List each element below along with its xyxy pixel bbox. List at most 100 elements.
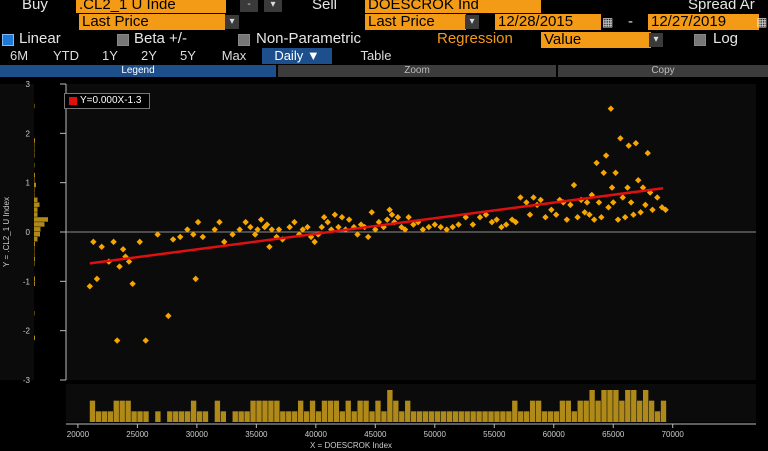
x-histogram-bar: [238, 411, 244, 422]
scatter-point: [190, 231, 197, 238]
scatter-point: [508, 216, 516, 223]
scatter-point: [86, 283, 93, 290]
scatter-point: [654, 194, 661, 201]
x-histogram-bar: [101, 411, 108, 422]
scatter-point: [607, 105, 615, 112]
scatter-point: [304, 223, 311, 231]
x-histogram-bar: [274, 400, 280, 422]
scatter-point: [275, 226, 283, 233]
sell-security-field[interactable]: DOESCROK Ind: [365, 0, 541, 13]
tab-table[interactable]: Table: [360, 48, 392, 63]
zoom-button[interactable]: Zoom: [278, 65, 556, 77]
scatter-point: [199, 233, 207, 241]
y-tick-label: 3: [26, 80, 31, 89]
sell-field-dropdown-icon[interactable]: ▾: [465, 15, 479, 29]
scatter-point: [372, 226, 379, 233]
y-tick-label: 2: [26, 129, 31, 138]
scatter-point: [482, 211, 490, 218]
sell-field-select[interactable]: Last Price: [365, 14, 466, 30]
tab-max[interactable]: Max: [221, 48, 247, 63]
buy-label: Buy: [22, 0, 48, 13]
y-histogram-bar: [34, 222, 45, 227]
x-histogram-bar: [190, 400, 197, 422]
nonparametric-checkbox[interactable]: [238, 34, 250, 46]
buy-security-field[interactable]: .CL2_1 U Inde: [76, 0, 226, 13]
x-histogram-bar: [535, 400, 542, 422]
scatter-point: [165, 312, 172, 320]
scatter-point: [502, 221, 510, 228]
scatter-point: [125, 258, 133, 265]
x-axis-label: X = DOESCROK Index: [310, 441, 392, 450]
x-tick-label: 55000: [483, 430, 506, 439]
x-histogram-bar: [553, 411, 560, 422]
scatter-point: [177, 233, 184, 241]
regression-select[interactable]: Value: [541, 32, 651, 48]
y-histogram-bar: [34, 182, 36, 188]
regression-dropdown-icon[interactable]: ▾: [649, 33, 663, 47]
buy-field-dropdown-icon[interactable]: ▾: [225, 15, 239, 29]
start-calendar-icon[interactable]: ▦: [602, 15, 614, 29]
x-histogram-bar: [601, 390, 607, 422]
scatter-point: [658, 204, 666, 211]
x-histogram-bar: [506, 411, 512, 422]
scatter-point: [345, 216, 353, 223]
scatter-point: [593, 159, 600, 167]
scatter-point: [526, 211, 534, 218]
scatter-point: [266, 243, 273, 250]
linear-checkbox[interactable]: [2, 34, 14, 46]
x-histogram-bar: [393, 400, 399, 422]
start-date-field[interactable]: 12/28/2015: [495, 14, 601, 30]
buy-field-select[interactable]: Last Price: [79, 14, 225, 30]
scatter-point: [335, 223, 342, 231]
scatter-point: [419, 226, 427, 233]
scatter-point: [537, 196, 544, 204]
tab-2y[interactable]: 2Y: [141, 48, 157, 63]
x-histogram-bar: [339, 411, 345, 422]
scatter-point: [542, 214, 549, 221]
scatter-point: [602, 152, 610, 159]
scatter-point: [523, 199, 530, 206]
x-histogram-bar: [214, 400, 221, 422]
scatter-point: [588, 191, 596, 199]
scatter-point: [90, 238, 97, 246]
scatter-point: [216, 218, 223, 226]
end-calendar-icon[interactable]: ▦: [756, 15, 768, 29]
scatter-point: [299, 226, 306, 233]
tab-1y[interactable]: 1Y: [102, 48, 118, 63]
tab-5y[interactable]: 5Y: [180, 48, 196, 63]
scatter-point: [291, 218, 298, 226]
nonparametric-label: Non-Parametric: [256, 30, 362, 47]
tab-ytd[interactable]: YTD: [53, 48, 79, 63]
y-histogram-bar: [34, 197, 38, 202]
scatter-point: [286, 223, 293, 231]
scatter-point: [469, 221, 477, 228]
x-histogram-bar: [125, 400, 131, 422]
x-histogram-bar: [654, 411, 661, 422]
x-histogram-bar: [167, 411, 173, 422]
tab-daily[interactable]: Daily ▼: [262, 48, 332, 64]
x-histogram-bar: [541, 411, 548, 422]
y-histogram-bar: [34, 251, 35, 257]
tab-6m[interactable]: 6M: [9, 48, 29, 63]
scatter-point: [437, 223, 444, 231]
y-histogram-bar: [34, 281, 35, 286]
log-checkbox[interactable]: [694, 34, 706, 46]
x-histogram-bar: [547, 411, 554, 422]
x-histogram-bar: [405, 400, 411, 422]
scatter-point: [311, 238, 318, 246]
scatter-point: [493, 216, 500, 223]
x-histogram-bar: [196, 411, 203, 422]
buy-minus-button[interactable]: -: [240, 0, 258, 12]
x-histogram-bar: [292, 411, 298, 422]
y-histogram-bar: [34, 276, 35, 281]
beta-checkbox[interactable]: [117, 34, 129, 46]
buy-dropdown-button[interactable]: ▾: [264, 0, 282, 12]
end-date-field[interactable]: 12/27/2019: [648, 14, 759, 30]
x-histogram-bar: [363, 400, 369, 422]
x-histogram-bar: [357, 400, 363, 422]
x-histogram-bar: [440, 411, 447, 422]
legend-button[interactable]: Legend: [0, 65, 276, 77]
scatter-point: [229, 231, 236, 238]
copy-button[interactable]: Copy: [558, 65, 768, 77]
x-histogram-bar: [369, 411, 375, 422]
